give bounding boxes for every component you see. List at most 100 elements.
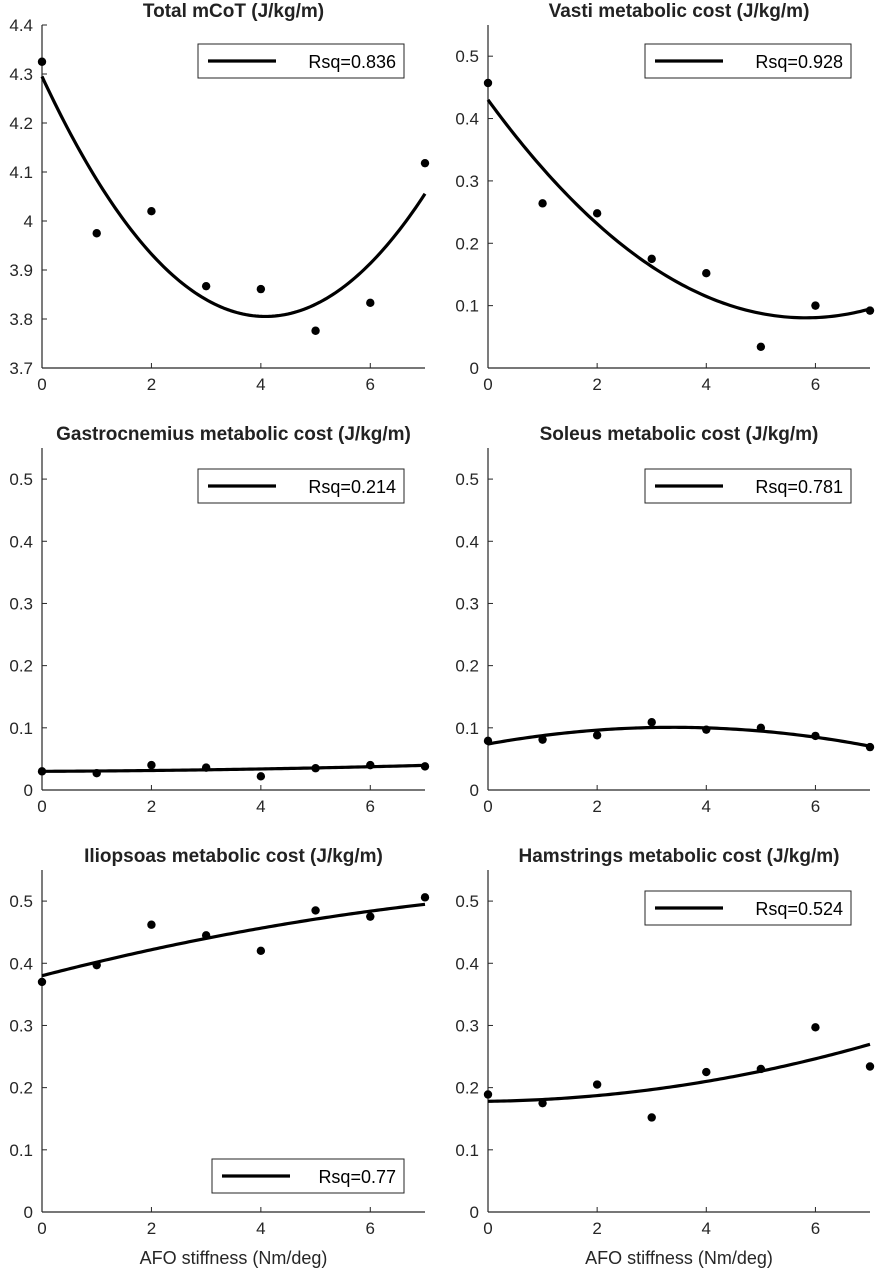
x-tick-label: 4 [256,375,265,394]
y-tick-label: 0.5 [9,892,33,911]
x-tick-label: 6 [366,797,375,816]
data-point [538,1098,547,1108]
y-tick-label: 0 [470,1203,479,1222]
x-tick-label: 0 [37,1219,46,1238]
y-tick-label: 0.3 [9,1016,33,1035]
y-tick-label: 4.3 [9,65,33,84]
data-point [311,764,320,773]
data-point [538,735,547,744]
data-point [201,281,211,291]
data-point [756,342,766,351]
fit-curve [487,725,871,748]
chart-panel-5: Iliopsoas metabolic cost (J/kg/m) 0 2 4 6 0 0.… [9,846,430,1268]
data-point [811,301,820,310]
x-tick-label: 0 [37,797,46,816]
fit-curve [40,75,427,319]
data-point [366,912,375,921]
data-point [865,1062,875,1071]
y-tick-label: 0.1 [9,719,33,738]
chart-panel-3: Gastrocnemius metabolic cost (J/kg/m) 0 2 4… [9,424,430,816]
y-tick-label: 0.5 [455,470,479,489]
x-tick-label: 0 [483,797,492,816]
y-tick-label: 0.1 [455,1141,479,1160]
data-point [256,946,266,956]
x-tick-label: 0 [37,375,46,394]
x-tick-label: 4 [702,797,711,816]
y-tick-label: 0.3 [455,172,479,191]
legend-label: Rsq=0.77 [318,1167,396,1187]
y-tick-label: 0.1 [455,719,479,738]
data-point [865,742,875,752]
y-tick-label: 0.1 [9,1141,33,1160]
fit-curve [41,763,426,773]
data-point [92,229,101,238]
data-point [420,762,430,771]
data-point [420,893,430,902]
x-tick-label: 6 [366,375,375,394]
x-tick-label: 4 [256,1219,265,1238]
x-tick-label: 6 [811,1219,820,1238]
y-tick-label: 0.3 [9,594,33,613]
data-point [811,1023,820,1032]
legend: Rsq=0.214 [197,468,405,504]
y-tick-label: 0.2 [455,234,479,253]
data-point [147,760,156,770]
data-point [647,1113,656,1122]
data-point [201,763,211,772]
data-point [311,906,320,915]
chart-panel-4: Soleus metabolic cost (J/kg/m) 0 2 4 6 0 0.1 0.… [455,424,875,816]
chart-panel-2: Vasti metabolic cost (J/kg/m) 0 2 4 6 0 0.1 0.2… [455,1,875,394]
x-tick-label: 2 [147,1219,156,1238]
y-tick-label: 0.1 [455,297,479,316]
legend: Rsq=0.77 [211,1158,405,1194]
data-point [592,731,602,740]
data-point [865,306,875,315]
y-tick-label: 0.3 [455,594,479,613]
legend-label: Rsq=0.928 [755,52,843,72]
y-tick-label: 3.9 [9,261,33,280]
y-tick-label: 0.5 [9,470,33,489]
x-axis-label: AFO stiffness (Nm/deg) [140,1248,328,1268]
y-tick-label: 0 [24,781,33,800]
x-tick-label: 2 [592,375,601,394]
data-point [92,960,101,970]
x-tick-label: 6 [811,797,820,816]
data-point [92,769,101,778]
y-tick-label: 0.4 [455,110,479,129]
y-tick-label: 0.2 [455,657,479,676]
data-point [702,1067,711,1077]
y-tick-label: 4.4 [9,16,33,35]
chart-panel-1: Total mCoT (J/kg/m) 0 2 4 6 3.7 3.8 3.9 4 4.1 4.2 4… [9,1,430,394]
data-point [311,326,320,335]
y-tick-label: 0.4 [9,532,33,551]
data-point [483,736,493,746]
y-tick-label: 0.2 [9,1079,33,1098]
data-point [483,1090,493,1099]
chart-title: Vasti metabolic cost (J/kg/m) [549,1,810,22]
y-tick-label: 0 [470,781,479,800]
y-tick-label: 0.3 [455,1016,479,1035]
x-tick-label: 2 [592,797,601,816]
legend-label: Rsq=0.836 [308,52,396,72]
chart-title: Iliopsoas metabolic cost (J/kg/m) [84,846,383,867]
fit-curve [486,98,871,320]
data-point [538,199,547,208]
data-point [756,1064,766,1074]
x-tick-label: 2 [147,375,156,394]
data-point [702,269,711,278]
data-point [592,209,602,218]
data-point [366,760,375,770]
data-point [592,1080,602,1089]
x-tick-label: 6 [811,375,820,394]
y-tick-label: 0.4 [455,532,479,551]
legend: Rsq=0.781 [644,468,852,504]
x-tick-label: 0 [483,375,492,394]
y-tick-label: 0.4 [9,954,33,973]
y-tick-label: 0.4 [455,954,479,973]
data-point [37,57,47,66]
y-tick-label: 0 [24,1203,33,1222]
data-point [147,920,156,929]
data-point [256,284,266,294]
data-point [256,772,266,781]
